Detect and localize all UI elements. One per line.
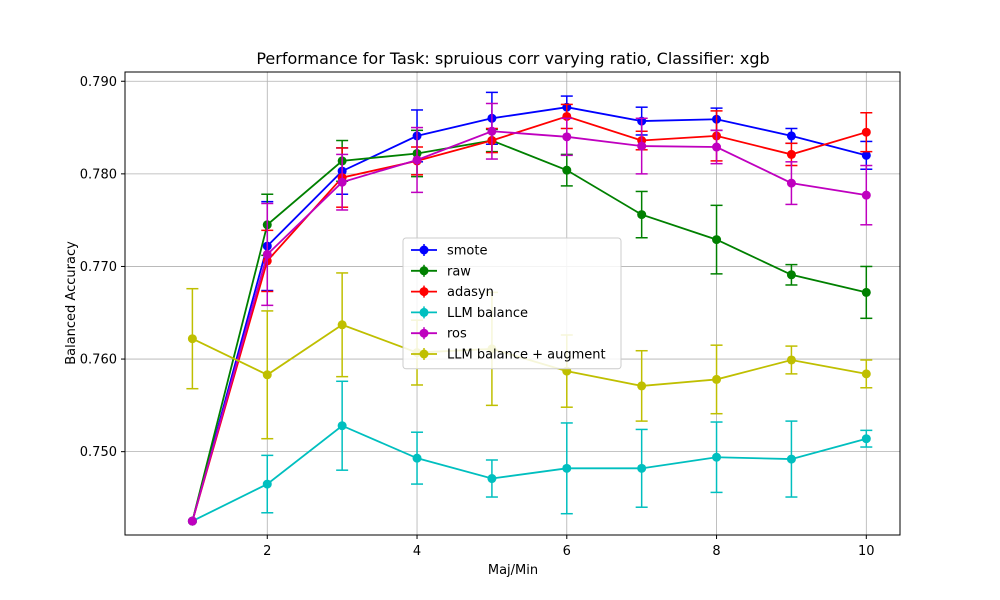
legend-marker [419,245,429,255]
data-point [786,178,796,188]
legend-marker [419,266,429,276]
data-point [187,334,197,344]
series-line [191,106,867,522]
x-axis-label: Maj/Min [488,563,538,578]
x-tick-label: 4 [413,544,421,559]
data-point [786,355,796,365]
data-point [861,127,871,137]
data-point [487,474,497,484]
legend-label: smote [447,244,488,259]
legend-label: ros [447,327,467,342]
data-point [637,381,647,391]
data-point [337,421,347,431]
axis-ticks: 2 4 6 8 10 0.750 0.760 0.770 0.780 0.790 [80,75,875,559]
x-tick-label: 8 [712,544,720,559]
data-point [861,287,871,297]
data-point [487,126,497,136]
data-point [337,177,347,187]
data-point [562,463,572,473]
data-point [712,235,722,245]
data-point [712,452,722,462]
data-point [337,320,347,330]
legend: smote raw adasyn LLM balance ros LLM balance … [402,237,622,370]
data-point [412,155,422,165]
data-point [262,249,272,259]
x-tick-label: 6 [563,544,571,559]
data-point [786,454,796,464]
data-point [637,141,647,151]
data-point [861,190,871,200]
data-point [562,132,572,142]
data-point [861,150,871,160]
legend-label: raw [447,264,471,279]
y-tick-label: 0.750 [80,445,117,460]
series-ros [187,102,873,526]
legend-label: LLM balance [447,306,528,321]
legend-marker [419,287,429,297]
plot-frame [124,71,901,536]
y-tick-label: 0.780 [80,167,117,182]
series-layer [186,91,873,526]
data-point [187,516,197,526]
data-point [861,434,871,444]
legend-label: LLM balance + augment [447,348,606,363]
y-tick-label: 0.760 [80,353,117,368]
y-axis-label: Balanced Accuracy [64,241,79,365]
data-point [562,165,572,175]
legend-box [402,237,622,370]
legend-marker [419,307,429,317]
x-tick-label: 2 [263,544,271,559]
series-line [191,139,867,522]
data-point [637,463,647,473]
y-tick-label: 0.770 [80,260,117,275]
data-point [712,374,722,384]
data-point [412,453,422,463]
legend-marker [419,349,429,359]
data-point [262,479,272,489]
data-point [637,210,647,220]
data-point [786,149,796,159]
legend-label: adasyn [447,285,494,300]
chart-title: Performance for Task: spruious corr vary… [256,49,769,68]
data-point [712,142,722,152]
data-point [786,131,796,141]
data-point [861,369,871,379]
legend-marker [419,328,429,338]
series-line [191,130,867,522]
x-tick-label: 10 [858,544,875,559]
y-tick-label: 0.790 [80,75,117,90]
data-point [786,270,796,280]
data-point [262,370,272,380]
series-line [191,424,867,522]
